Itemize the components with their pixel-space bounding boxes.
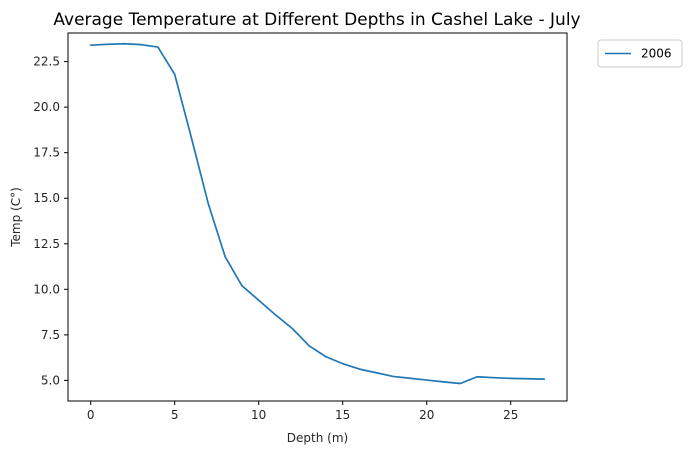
legend-frame bbox=[597, 39, 683, 68]
x-tick-label: 5 bbox=[171, 408, 179, 422]
x-tick-label: 10 bbox=[251, 408, 266, 422]
plot-area bbox=[67, 32, 568, 402]
y-tick-label: 15.0 bbox=[33, 191, 60, 205]
y-tick-label: 7.5 bbox=[41, 328, 60, 342]
x-axis: 0 5 10 15 20 25 bbox=[87, 401, 518, 422]
y-tick-label: 12.5 bbox=[33, 237, 60, 251]
legend-label-2006: 2006 bbox=[641, 47, 672, 61]
series-lines bbox=[89, 42, 546, 385]
y-axis: 5.0 7.5 10.0 12.5 15.0 17.5 20.0 22.5 bbox=[33, 55, 68, 387]
x-tick-label: 0 bbox=[87, 408, 95, 422]
y-axis-label: Temp (C°) bbox=[9, 187, 23, 248]
y-tick-label: 17.5 bbox=[33, 146, 60, 160]
y-tick-label: 22.5 bbox=[33, 55, 60, 69]
x-tick-label: 25 bbox=[503, 408, 518, 422]
series-line-2006 bbox=[89, 42, 546, 385]
x-tick-label: 20 bbox=[419, 408, 434, 422]
x-axis-label: Depth (m) bbox=[287, 431, 348, 445]
x-tick-label: 15 bbox=[335, 408, 350, 422]
chart-title: Average Temperature at Different Depths … bbox=[53, 10, 580, 30]
y-tick-label: 5.0 bbox=[41, 373, 60, 387]
y-tick-label: 20.0 bbox=[33, 100, 60, 114]
y-tick-label: 10.0 bbox=[33, 282, 60, 296]
plot-frame bbox=[67, 32, 568, 402]
legend: 2006 bbox=[597, 39, 683, 68]
